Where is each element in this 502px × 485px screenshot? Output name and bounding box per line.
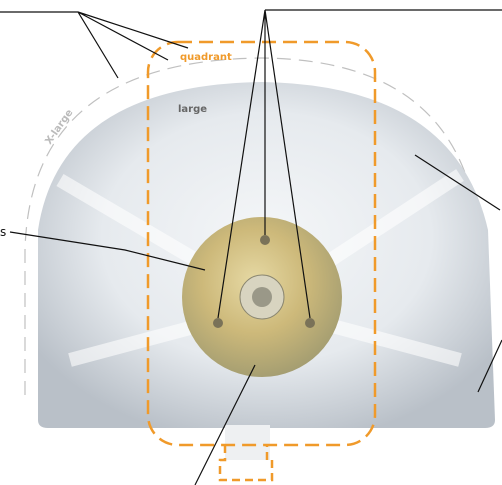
hole	[260, 235, 270, 245]
tab	[225, 425, 270, 460]
quadrant-outline	[146, 40, 377, 447]
side-label: s	[0, 225, 6, 239]
large-label: large	[178, 104, 207, 115]
leader-lines	[0, 9, 502, 485]
x-large-outline	[24, 57, 481, 395]
hole	[305, 318, 315, 328]
quadrant-label: quadrant	[180, 52, 232, 63]
tab-outline	[218, 445, 274, 482]
bolt-head	[252, 287, 272, 307]
ribs	[56, 169, 464, 367]
hole	[213, 318, 223, 328]
x-large-label: X-large	[43, 107, 75, 146]
